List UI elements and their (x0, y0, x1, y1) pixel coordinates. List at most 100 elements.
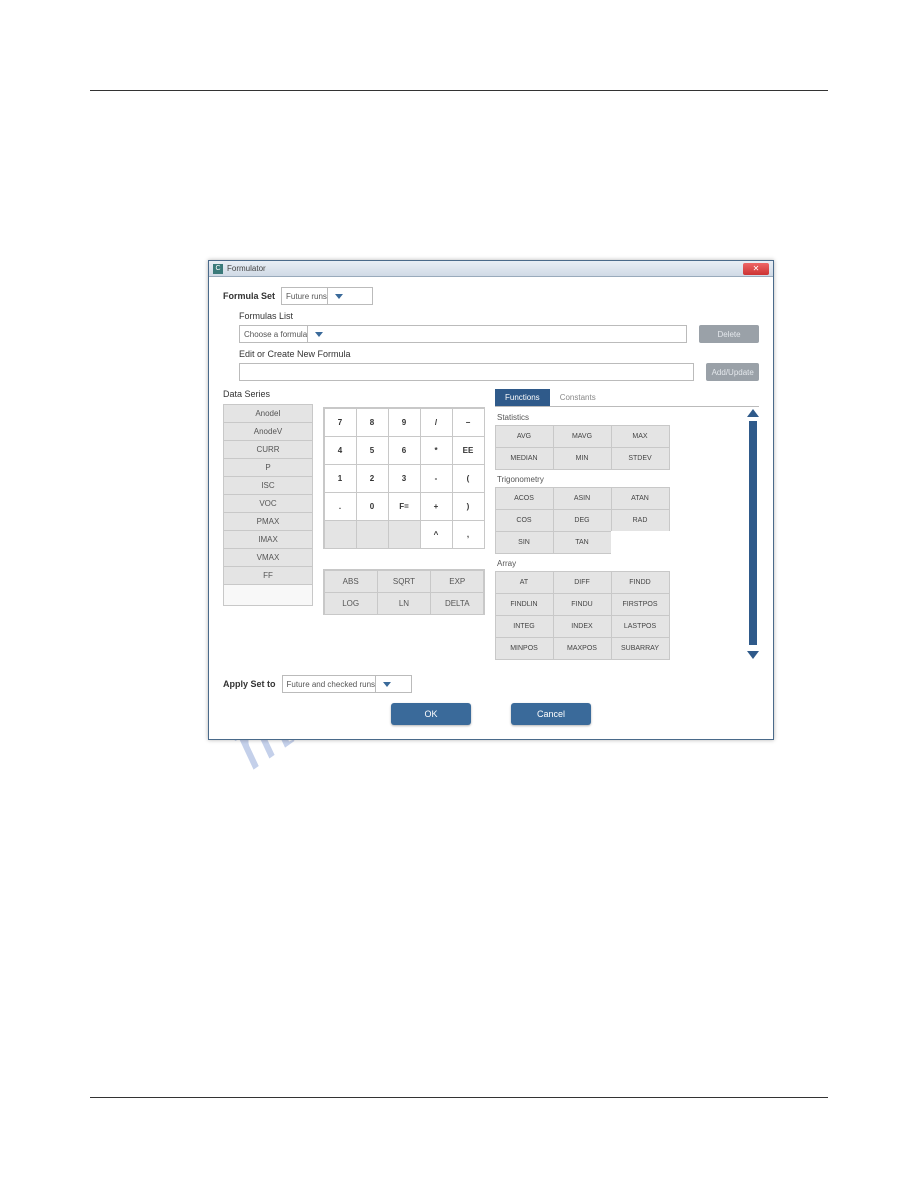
key-dot[interactable]: . (324, 492, 357, 521)
fn-avg[interactable]: AVG (495, 425, 554, 448)
key-9[interactable]: 9 (388, 408, 421, 437)
formulas-list-label: Formulas List (239, 311, 759, 321)
key-8[interactable]: 8 (356, 408, 389, 437)
tab-functions[interactable]: Functions (495, 389, 550, 406)
fn-min[interactable]: MIN (553, 447, 612, 470)
array-title: Array (497, 559, 747, 568)
app-icon: C (213, 264, 223, 274)
data-series-item[interactable]: CURR (223, 440, 313, 459)
fn-index[interactable]: INDEX (553, 615, 612, 638)
fn-diff[interactable]: DIFF (553, 571, 612, 594)
key-rparen[interactable]: ) (452, 492, 485, 521)
key-div[interactable]: / (420, 408, 453, 437)
titlebar: C Formulator ✕ (209, 261, 773, 277)
key-minus[interactable]: - (420, 464, 453, 493)
key-exp[interactable]: EXP (430, 570, 484, 593)
fn-subarray[interactable]: SUBARRAY (611, 637, 670, 660)
key-blank (324, 520, 357, 549)
key-mul[interactable]: * (420, 436, 453, 465)
apply-row: Apply Set to Future and checked runs (223, 675, 759, 693)
fn-mavg[interactable]: MAVG (553, 425, 612, 448)
trig-title: Trigonometry (497, 475, 747, 484)
trig-grid: ACOS ASIN ATAN COS DEG RAD SIN TAN (495, 487, 747, 553)
key-1[interactable]: 1 (324, 464, 357, 493)
key-0[interactable]: 0 (356, 492, 389, 521)
key-5[interactable]: 5 (356, 436, 389, 465)
fn-tan[interactable]: TAN (553, 531, 612, 554)
key-4[interactable]: 4 (324, 436, 357, 465)
key-comma[interactable]: , (452, 520, 485, 549)
data-series-item[interactable]: VOC (223, 494, 313, 513)
addupdate-button[interactable]: Add/Update (706, 363, 759, 381)
scroll-track[interactable] (749, 421, 757, 645)
formula-input[interactable] (239, 363, 694, 381)
fn-findlin[interactable]: FINDLIN (495, 593, 554, 616)
scroll-down-icon[interactable] (747, 651, 759, 659)
formula-set-value: Future runs (286, 292, 327, 301)
ok-button[interactable]: OK (391, 703, 471, 725)
cancel-button[interactable]: Cancel (511, 703, 591, 725)
ok-cancel-row: OK Cancel (223, 703, 759, 725)
data-series-item[interactable]: AnodeI (223, 404, 313, 423)
fn-median[interactable]: MEDIAN (495, 447, 554, 470)
data-series-item[interactable]: P (223, 458, 313, 477)
key-ln[interactable]: LN (377, 592, 431, 615)
fn-sin[interactable]: SIN (495, 531, 554, 554)
key-plus[interactable]: + (420, 492, 453, 521)
key-feq[interactable]: F= (388, 492, 421, 521)
fn-findu[interactable]: FINDU (553, 593, 612, 616)
key-back[interactable]: − (452, 408, 485, 437)
data-series-item[interactable]: AnodeV (223, 422, 313, 441)
keypad-fn-grid: ABS SQRT EXP LOG LN DELTA (323, 569, 485, 615)
fn-findd[interactable]: FINDD (611, 571, 670, 594)
data-series-item[interactable]: PMAX (223, 512, 313, 531)
key-pow[interactable]: ^ (420, 520, 453, 549)
fn-max[interactable]: MAX (611, 425, 670, 448)
fn-lastpos[interactable]: LASTPOS (611, 615, 670, 638)
fn-minpos[interactable]: MINPOS (495, 637, 554, 660)
key-lparen[interactable]: ( (452, 464, 485, 493)
key-sqrt[interactable]: SQRT (377, 570, 431, 593)
apply-select[interactable]: Future and checked runs (282, 675, 412, 693)
fn-firstpos[interactable]: FIRSTPOS (611, 593, 670, 616)
key-ee[interactable]: EE (452, 436, 485, 465)
key-delta[interactable]: DELTA (430, 592, 484, 615)
fn-deg[interactable]: DEG (553, 509, 612, 532)
formulas-list-value: Choose a formula (244, 330, 307, 339)
fn-maxpos[interactable]: MAXPOS (553, 637, 612, 660)
fn-asin[interactable]: ASIN (553, 487, 612, 510)
key-6[interactable]: 6 (388, 436, 421, 465)
tabs: Functions Constants (495, 389, 759, 407)
data-series-item[interactable]: FF (223, 566, 313, 585)
page-rule-top (90, 90, 828, 91)
data-series-item[interactable]: IMAX (223, 530, 313, 549)
delete-button[interactable]: Delete (699, 325, 759, 343)
fn-cos[interactable]: COS (495, 509, 554, 532)
formulas-list-section: Formulas List Choose a formula Delete Ed… (239, 311, 759, 381)
fn-atan[interactable]: ATAN (611, 487, 670, 510)
mid-section: Data Series AnodeI AnodeV CURR P ISC VOC… (223, 389, 759, 659)
fn-acos[interactable]: ACOS (495, 487, 554, 510)
data-series-item[interactable]: VMAX (223, 548, 313, 567)
key-3[interactable]: 3 (388, 464, 421, 493)
edit-formula-label: Edit or Create New Formula (239, 349, 759, 359)
fn-rad[interactable]: RAD (611, 509, 670, 532)
key-abs[interactable]: ABS (324, 570, 378, 593)
close-icon[interactable]: ✕ (743, 263, 769, 275)
fn-integ[interactable]: INTEG (495, 615, 554, 638)
key-7[interactable]: 7 (324, 408, 357, 437)
fn-stdev[interactable]: STDEV (611, 447, 670, 470)
key-2[interactable]: 2 (356, 464, 389, 493)
page-rule-bottom (90, 1097, 828, 1098)
data-series-item[interactable]: ISC (223, 476, 313, 495)
statistics-grid: AVG MAVG MAX MEDIAN MIN STDEV (495, 425, 747, 469)
statistics-title: Statistics (497, 413, 747, 422)
tab-constants[interactable]: Constants (550, 389, 606, 406)
formula-set-select[interactable]: Future runs (281, 287, 373, 305)
scroll-up-icon[interactable] (747, 409, 759, 417)
key-log[interactable]: LOG (324, 592, 378, 615)
formulator-window: C Formulator ✕ Formula Set Future runs F… (208, 260, 774, 740)
fn-at[interactable]: AT (495, 571, 554, 594)
formulas-list-select[interactable]: Choose a formula (239, 325, 687, 343)
keypad-grid: 7 8 9 / − 4 5 6 * EE 1 2 3 - ( . 0 (323, 407, 485, 549)
